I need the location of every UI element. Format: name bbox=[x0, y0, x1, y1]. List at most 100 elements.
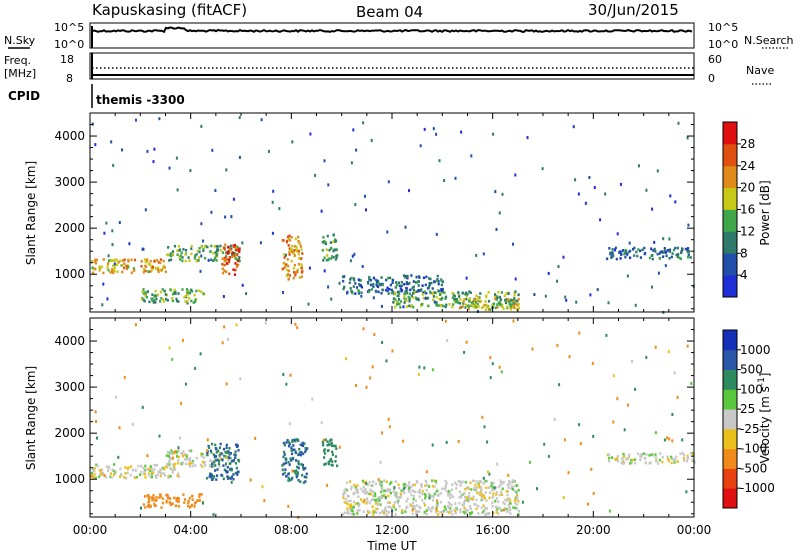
velocity-cell bbox=[510, 487, 513, 490]
velocity-cell bbox=[484, 506, 487, 510]
power-cell bbox=[342, 279, 345, 283]
power-cell bbox=[495, 298, 498, 301]
velocity-cell bbox=[425, 509, 428, 512]
velocity-cell bbox=[167, 474, 170, 478]
velocity-cell bbox=[489, 356, 492, 360]
power-cell bbox=[329, 247, 332, 250]
power-cell bbox=[672, 248, 675, 252]
velocity-cell bbox=[320, 421, 323, 425]
velocity-cell bbox=[368, 511, 372, 514]
velocity-cell bbox=[645, 355, 648, 359]
power-cell bbox=[113, 266, 116, 269]
velocity-cell bbox=[92, 468, 95, 472]
power-cell bbox=[342, 287, 345, 291]
velocity-cell bbox=[455, 487, 458, 490]
power-cell bbox=[321, 240, 324, 244]
velocity-cell bbox=[501, 481, 504, 484]
power-cell bbox=[181, 288, 184, 291]
power-cell bbox=[619, 257, 622, 260]
velocity-cell bbox=[230, 467, 233, 471]
velocity-cell bbox=[435, 506, 438, 509]
power-cell bbox=[657, 271, 660, 275]
power-cell bbox=[678, 256, 681, 260]
velocity-cell bbox=[288, 422, 291, 426]
power-cell bbox=[352, 285, 355, 288]
velocity-cell bbox=[673, 371, 676, 375]
power-cell bbox=[638, 164, 640, 168]
velocity-cell bbox=[461, 480, 464, 484]
velocity-cell bbox=[434, 510, 437, 514]
velocity-cell bbox=[396, 497, 399, 500]
velocity-cell bbox=[388, 505, 391, 509]
velocity-cell bbox=[170, 452, 173, 455]
power-cell bbox=[459, 298, 462, 301]
power-cell bbox=[331, 255, 334, 258]
power-cell bbox=[668, 237, 671, 241]
power-cell bbox=[416, 281, 419, 284]
power-cell bbox=[103, 231, 106, 235]
power-cell bbox=[474, 305, 478, 308]
velocity-cell bbox=[300, 463, 303, 466]
power-cell bbox=[428, 282, 431, 285]
velocity-cell bbox=[411, 508, 414, 512]
power-cell bbox=[377, 282, 381, 285]
velocity-cell bbox=[143, 470, 146, 473]
velocity-cell bbox=[506, 499, 509, 502]
power-cell bbox=[157, 266, 160, 270]
velocity-colorbar-segment bbox=[723, 389, 737, 410]
power-cell bbox=[653, 247, 656, 251]
velocity-cell bbox=[218, 454, 221, 457]
velocity-cell bbox=[177, 500, 180, 503]
power-cell bbox=[183, 295, 186, 299]
velocity-cell bbox=[235, 323, 238, 327]
velocity-cell bbox=[290, 459, 293, 462]
power-cell bbox=[487, 305, 490, 309]
power-cell bbox=[620, 182, 622, 186]
power-cell bbox=[435, 232, 438, 236]
power-cell bbox=[181, 256, 184, 259]
velocity-cell bbox=[298, 447, 301, 451]
velocity-cell bbox=[207, 444, 210, 448]
power-cell bbox=[448, 303, 451, 306]
velocity-ytick-label: 4000 bbox=[54, 334, 85, 348]
velocity-cell bbox=[94, 476, 97, 480]
velocity-cell bbox=[134, 323, 137, 327]
power-cell bbox=[593, 186, 596, 189]
power-cell bbox=[422, 296, 425, 300]
velocity-cell bbox=[285, 382, 288, 386]
velocity-cell bbox=[606, 453, 609, 457]
velocity-cell bbox=[90, 471, 93, 475]
freq-tick-top: 18 bbox=[60, 53, 74, 66]
power-cell bbox=[191, 290, 194, 293]
velocity-cell bbox=[380, 495, 383, 499]
power-cell bbox=[445, 303, 448, 307]
velocity-cell bbox=[454, 509, 457, 512]
velocity-cell bbox=[418, 495, 421, 498]
velocity-cell bbox=[152, 494, 155, 497]
velocity-cell bbox=[590, 467, 593, 471]
power-cell bbox=[461, 305, 464, 308]
velocity-cell bbox=[506, 493, 509, 497]
velocity-cell bbox=[226, 477, 230, 480]
power-cell bbox=[477, 305, 480, 308]
power-cell bbox=[219, 249, 222, 252]
velocity-cell bbox=[634, 387, 637, 391]
power-cell bbox=[152, 300, 156, 303]
velocity-cell bbox=[536, 487, 538, 491]
power-cell bbox=[464, 293, 467, 296]
velocity-cell bbox=[254, 436, 257, 440]
velocity-cell bbox=[291, 439, 294, 442]
power-cell bbox=[195, 289, 198, 293]
power-cell bbox=[360, 294, 363, 298]
velocity-cell bbox=[336, 464, 339, 468]
velocity-cell bbox=[663, 438, 666, 442]
power-cell bbox=[639, 249, 642, 253]
cpid-label: CPID bbox=[8, 89, 40, 103]
velocity-cell bbox=[173, 465, 175, 469]
velocity-cell bbox=[171, 468, 175, 472]
velocity-cell bbox=[567, 471, 570, 475]
velocity-cell bbox=[667, 458, 671, 462]
power-cell bbox=[511, 299, 514, 302]
velocity-cell bbox=[161, 497, 164, 500]
velocity-cell bbox=[459, 481, 462, 485]
